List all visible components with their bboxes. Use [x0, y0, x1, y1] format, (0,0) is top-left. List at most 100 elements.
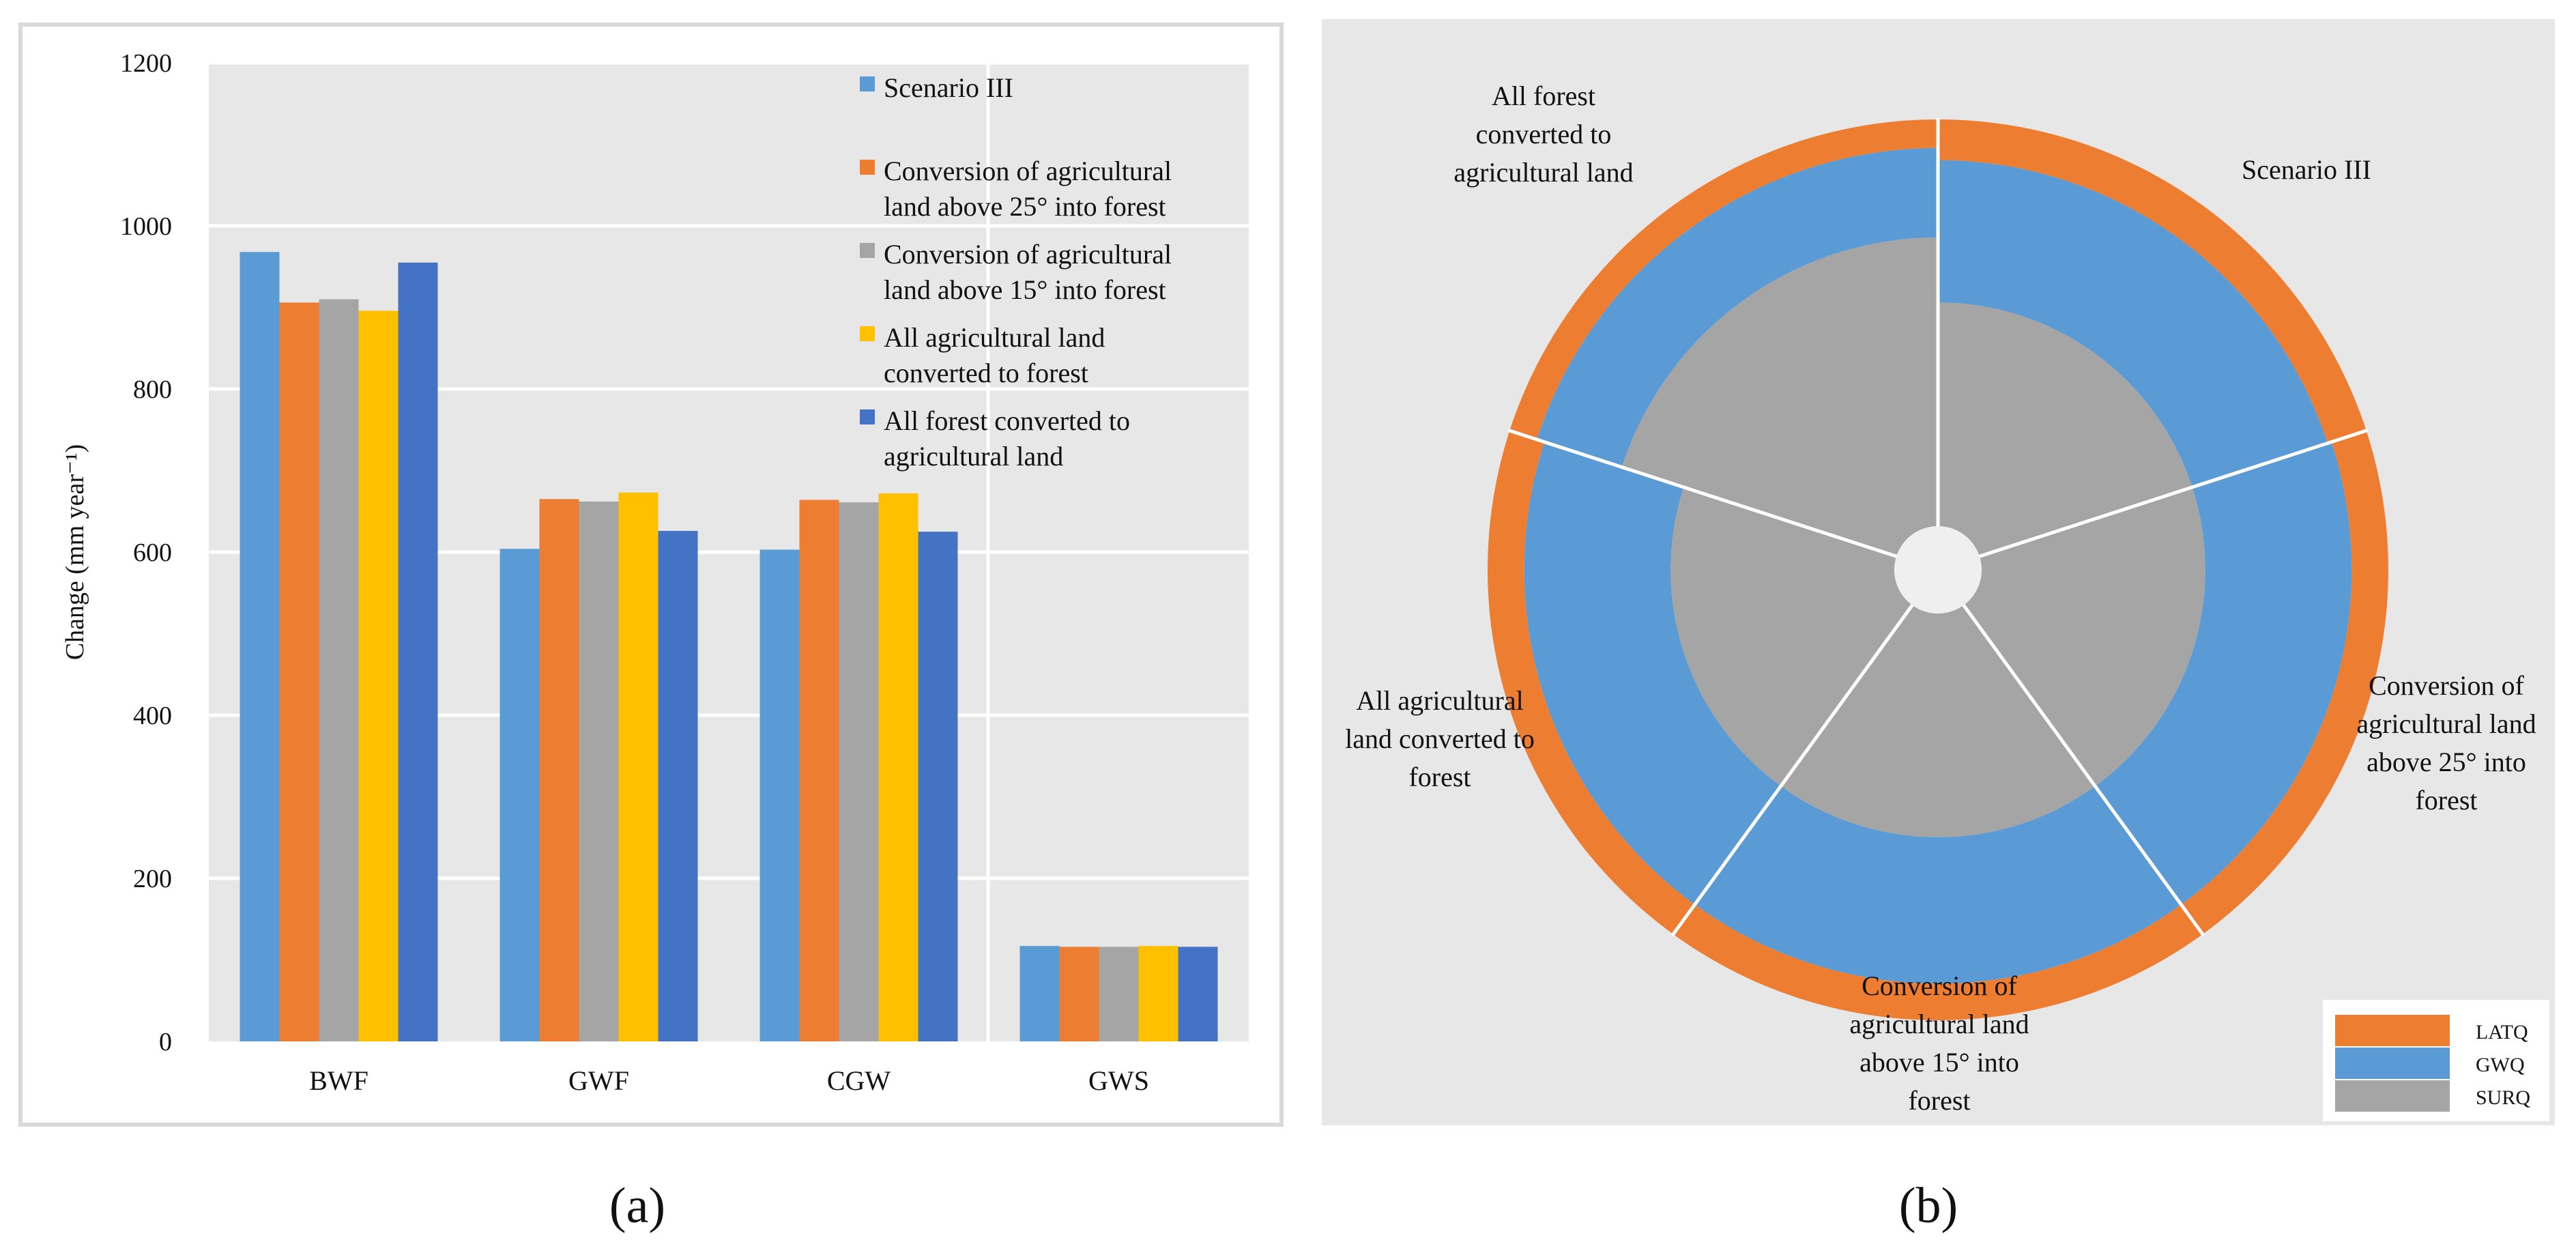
- y-tick-label: 0: [159, 1028, 172, 1056]
- panel-a-caption: (a): [609, 1178, 665, 1234]
- legend-label: converted to forest: [884, 358, 1088, 388]
- ring-segment: [1780, 605, 2096, 837]
- legend-swatch: [2335, 1015, 2450, 1046]
- category-label: forest: [2415, 785, 2477, 816]
- x-tick-label: GWS: [1088, 1065, 1149, 1096]
- category-label: All forest: [1492, 81, 1595, 111]
- spoke: [1507, 429, 1939, 572]
- panel-b-ring-segments: [1488, 119, 2388, 1020]
- legend-label: agricultural land: [884, 441, 1063, 472]
- legend-label: land above 15° into forest: [884, 274, 1166, 305]
- category-label: forest: [1908, 1085, 1970, 1116]
- ring-segment: [1536, 147, 1938, 467]
- legend-swatch: [2335, 1048, 2450, 1079]
- bar: [398, 262, 438, 1041]
- category-label: above 15° into: [1859, 1047, 2019, 1078]
- ring-segment: [1524, 442, 1781, 905]
- y-tick-label: 1000: [120, 212, 172, 241]
- spoke: [1936, 568, 2205, 937]
- panel-a-legend: Scenario III Conversion of agricultural la…: [860, 72, 1172, 472]
- panel-b-spokes: [1507, 118, 2369, 937]
- legend-swatch: [860, 243, 875, 258]
- legend-label: All forest converted to: [884, 405, 1130, 436]
- bar: [839, 502, 879, 1041]
- ring-segment: [1509, 119, 1938, 439]
- bar: [539, 499, 579, 1041]
- bar: [358, 311, 399, 1041]
- panel-b-legend: LATQ GWQ SURQ: [2323, 1000, 2549, 1121]
- panel-a-bars: [240, 252, 1218, 1042]
- x-tick-label: GWF: [568, 1065, 629, 1096]
- bar: [1019, 946, 1060, 1041]
- legend-label: Scenario III: [884, 72, 1013, 103]
- legend-swatch: [860, 76, 875, 91]
- legend-label: LATQ: [2476, 1021, 2528, 1043]
- category-label: Scenario III: [2242, 154, 2371, 185]
- ring-segment: [1670, 487, 1913, 786]
- legend-swatch: [2335, 1080, 2450, 1112]
- ring-segment: [2181, 431, 2388, 934]
- bar: [579, 501, 619, 1041]
- panel-b-category-labels: Scenario III Conversion of agricultural la…: [1345, 81, 2536, 1116]
- legend-label: GWQ: [2476, 1054, 2525, 1076]
- ring-segment: [1938, 160, 2328, 487]
- panel-b-center-hole: [1894, 526, 1982, 614]
- category-label: agricultural land: [1453, 157, 1633, 188]
- bar: [1099, 947, 1139, 1041]
- y-tick-label: 800: [133, 375, 172, 404]
- bar: [319, 299, 359, 1041]
- ring-segment: [1938, 302, 2193, 557]
- bar: [618, 492, 659, 1041]
- y-tick-label: 1200: [120, 49, 172, 78]
- category-label: converted to: [1476, 119, 1612, 149]
- panel-a-bar-chart: 0 200 400 600 800 1000 1200 BWF GWF CGW GWS Chang…: [18, 23, 1284, 1127]
- category-label: above 25° into: [2367, 747, 2526, 777]
- y-tick-label: 600: [133, 538, 172, 567]
- legend-label: land above 25° into forest: [884, 191, 1166, 222]
- ring-segment: [1694, 785, 2182, 984]
- category-label: Conversion of: [2369, 670, 2524, 701]
- bar: [1178, 947, 1218, 1041]
- spoke: [1937, 429, 2369, 572]
- category-label: agricultural land: [1849, 1009, 2029, 1039]
- ring-segment: [1621, 237, 1938, 557]
- bar: [1138, 946, 1178, 1041]
- category-label: agricultural land: [2356, 708, 2536, 739]
- ring-segment: [1938, 119, 2367, 444]
- panel-a-y-ticks: 0 200 400 600 800 1000 1200: [120, 49, 172, 1056]
- bar: [279, 302, 319, 1042]
- panel-a-x-ticks: BWF GWF CGW GWS: [309, 1065, 1149, 1096]
- legend-label: SURQ: [2476, 1086, 2530, 1109]
- category-label: land converted to: [1345, 723, 1535, 754]
- panel-a-y-axis-label: Change (mm year⁻¹): [61, 444, 89, 660]
- category-label: Conversion of: [1862, 970, 2017, 1001]
- ring-segment: [2095, 442, 2352, 905]
- panel-b-radial-chart: Scenario III Conversion of agricultural la…: [1322, 19, 2555, 1125]
- legend-label: Conversion of agricultural: [884, 239, 1172, 270]
- x-tick-label: BWF: [309, 1065, 368, 1096]
- bar: [759, 549, 800, 1041]
- panel-b-caption: (b): [1899, 1178, 1958, 1234]
- bar: [240, 252, 280, 1041]
- legend-swatch: [860, 409, 875, 424]
- legend-swatch: [860, 160, 875, 175]
- x-tick-label: CGW: [827, 1065, 891, 1096]
- bar: [1059, 947, 1099, 1041]
- legend-label: All agricultural land: [884, 322, 1105, 353]
- ring-segment: [1673, 904, 2203, 1020]
- ring-segment: [1963, 487, 2205, 786]
- ring-segment: [1488, 431, 1695, 934]
- y-tick-label: 400: [133, 702, 172, 730]
- category-label: All agricultural: [1356, 685, 1523, 716]
- legend-swatch: [860, 326, 875, 341]
- bar: [918, 532, 958, 1041]
- y-tick-label: 200: [133, 865, 172, 893]
- bar: [799, 500, 839, 1041]
- spoke: [1670, 568, 1940, 937]
- legend-label: Conversion of agricultural: [884, 156, 1172, 186]
- category-label: forest: [1408, 762, 1471, 792]
- bar: [500, 549, 540, 1041]
- bar: [878, 493, 918, 1041]
- bar: [658, 530, 698, 1041]
